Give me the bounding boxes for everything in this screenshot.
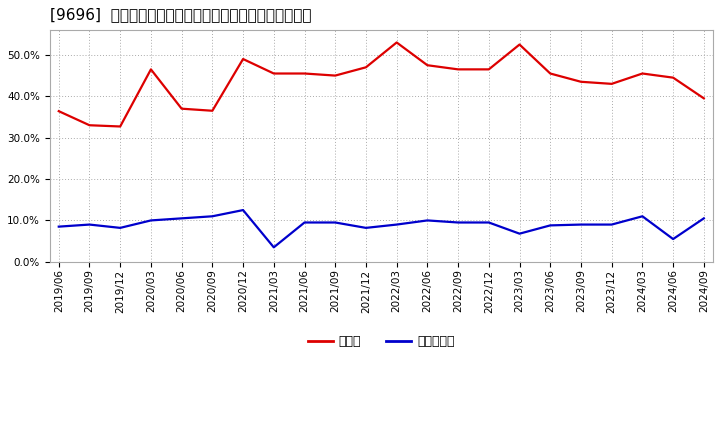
Legend: 現頑金, 有利子負債: 現頑金, 有利子負債 bbox=[302, 330, 460, 353]
Text: [9696]  現頑金、有利子負債の総資産に対する比率の推移: [9696] 現頑金、有利子負債の総資産に対する比率の推移 bbox=[50, 7, 311, 22]
